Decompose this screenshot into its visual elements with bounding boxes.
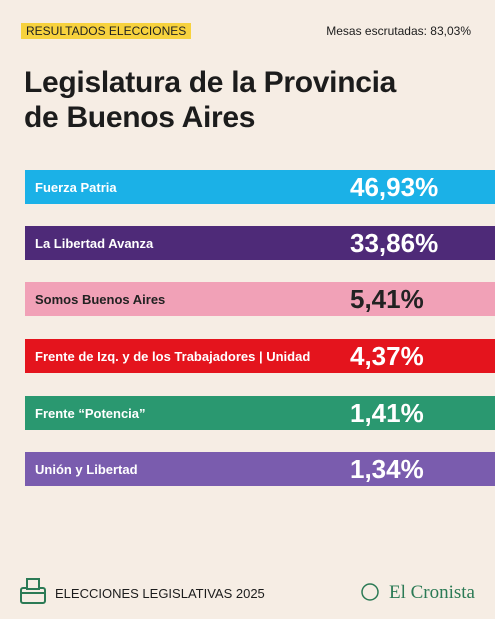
party-name: Frente “Potencia” [35,406,146,421]
party-name: Unión y Libertad [35,462,138,477]
result-row: La Libertad Avanza 33,86% [25,226,495,260]
percent: 4,37% [350,341,424,371]
percent: 1,34% [350,454,424,484]
result-row: Frente “Potencia” 1,41% [25,396,495,430]
result-row: Fuerza Patria 46,93% [25,170,495,204]
percent: 1,41% [350,398,424,428]
brand: El Cronista [388,582,475,603]
title: Legislatura de la Provincia [24,66,397,99]
brand-icon [361,583,379,601]
party-name: Fuerza Patria [35,180,117,195]
percent: 33,86% [350,228,439,258]
result-row: Unión y Libertad 1,34% [25,452,495,486]
party-name: Somos Buenos Aires [35,292,166,307]
result-row: Frente de Izq. y de los Trabajadores | U… [25,339,495,373]
section-tag: RESULTADOS ELECCIONES [21,23,192,39]
count-status: Mesas escrutadas: 83,03% [326,24,471,38]
title: de Buenos Aires [24,101,256,134]
party-name: La Libertad Avanza [35,236,154,251]
result-row: Somos Buenos Aires 5,41% [25,282,495,316]
party-name: Frente de Izq. y de los Trabajadores | U… [35,349,311,364]
footer-label: ELECCIONES LEGISLATIVAS 2025 [55,586,265,601]
percent: 5,41% [350,284,424,314]
percent: 46,93% [350,172,439,202]
ballot-icon [20,578,46,604]
